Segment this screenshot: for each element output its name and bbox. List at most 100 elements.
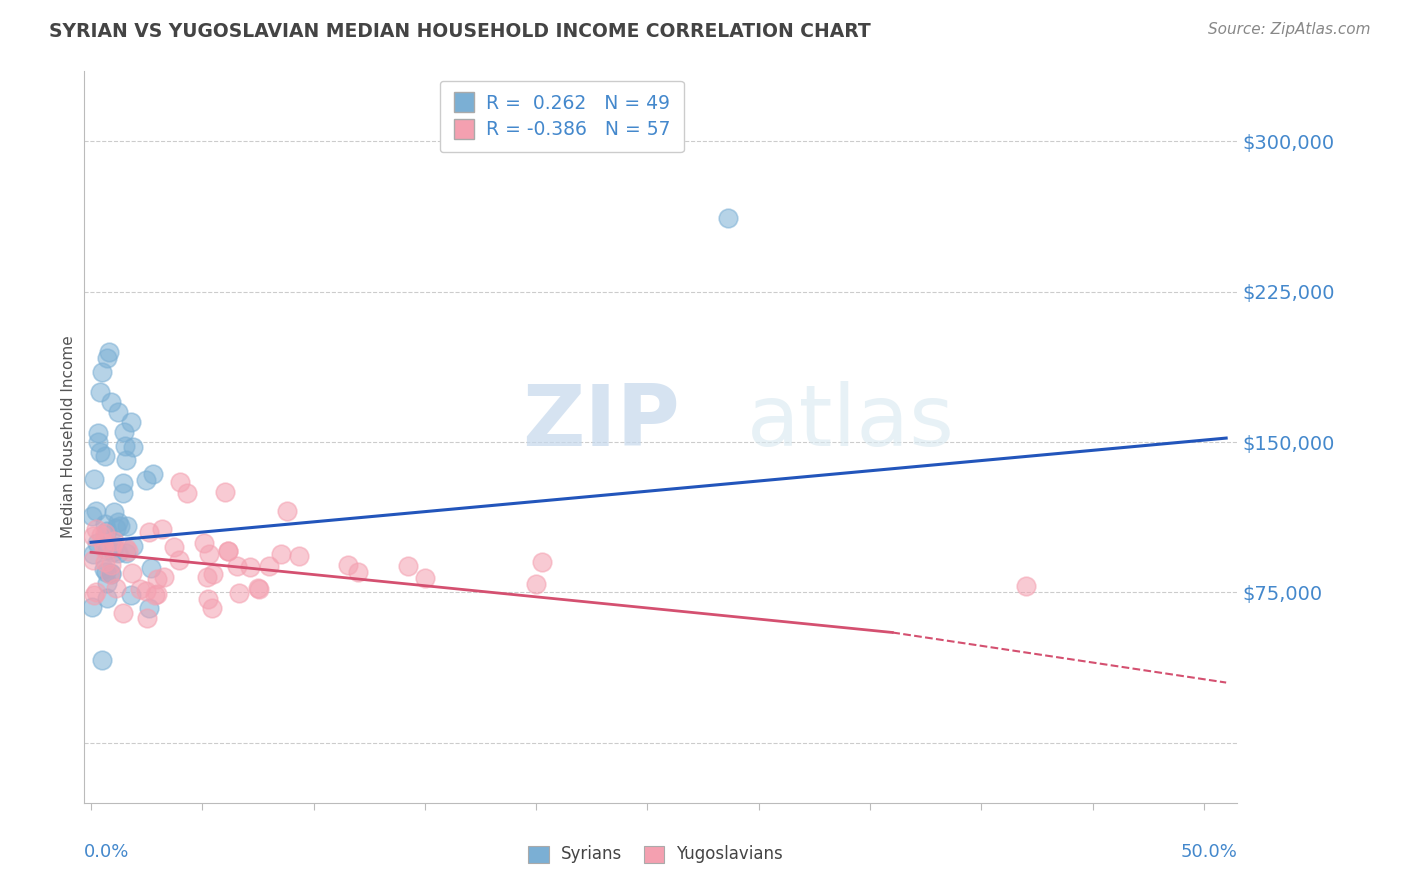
Point [100, 395, 122, 409]
Point [197, 592, 219, 607]
Point [1015, 579, 1038, 593]
Point [135, 473, 157, 487]
Point [111, 606, 134, 620]
Point [247, 581, 270, 595]
Point [91, 536, 114, 550]
Point [120, 415, 142, 429]
Text: ZIP: ZIP [523, 381, 681, 464]
Point [103, 504, 125, 518]
Text: 0.0%: 0.0% [84, 843, 129, 861]
Point [96, 543, 118, 558]
Point [217, 543, 239, 558]
Bar [644, 846, 664, 863]
Point [413, 571, 436, 585]
Point [94, 526, 117, 541]
Point [115, 519, 138, 533]
Point [142, 467, 165, 482]
Point [217, 544, 239, 558]
Point [247, 582, 270, 596]
Point [135, 610, 157, 624]
Point [228, 586, 250, 600]
Point [139, 561, 162, 575]
Point [96, 576, 118, 591]
Point [93, 562, 115, 576]
Point [96, 351, 118, 365]
Point [103, 545, 125, 559]
Point [96, 524, 118, 538]
Point [146, 587, 169, 601]
Text: SYRIAN VS YUGOSLAVIAN MEDIAN HOUSEHOLD INCOME CORRELATION CHART: SYRIAN VS YUGOSLAVIAN MEDIAN HOUSEHOLD I… [49, 22, 870, 41]
Point [86, 435, 108, 450]
Point [100, 566, 122, 581]
Point [84, 504, 107, 518]
Point [226, 559, 249, 574]
Point [347, 566, 370, 580]
Point [90, 528, 112, 542]
Point [239, 560, 262, 574]
Point [122, 441, 145, 455]
Point [135, 584, 157, 599]
Point [524, 577, 547, 591]
Point [94, 565, 117, 579]
Point [117, 544, 139, 558]
Point [96, 591, 118, 606]
Text: Yugoslavians: Yugoslavians [676, 845, 783, 863]
Point [257, 559, 280, 574]
Point [276, 504, 298, 518]
Point [86, 426, 108, 441]
Point [111, 486, 134, 500]
Point [83, 472, 105, 486]
Point [201, 601, 224, 615]
Point [169, 475, 191, 490]
Point [84, 522, 107, 536]
Point [138, 601, 160, 615]
Point [195, 569, 218, 583]
Point [82, 547, 104, 561]
Point [86, 536, 108, 550]
Point [103, 540, 125, 554]
Point [337, 558, 360, 572]
Point [121, 566, 143, 580]
Point [107, 405, 129, 419]
Point [120, 588, 142, 602]
Point [114, 452, 136, 467]
Point [107, 516, 129, 530]
Point [129, 582, 152, 597]
Text: Syrians: Syrians [561, 845, 621, 863]
Text: atlas: atlas [748, 381, 955, 464]
Point [143, 588, 166, 602]
Point [110, 519, 132, 533]
Point [97, 345, 120, 359]
Point [107, 546, 129, 560]
Point [94, 449, 117, 463]
Point [82, 509, 104, 524]
Point [138, 525, 160, 540]
Point [112, 425, 135, 439]
Point [176, 485, 198, 500]
Point [530, 555, 553, 569]
Point [114, 439, 136, 453]
Point [91, 653, 114, 667]
Point [115, 541, 138, 555]
Point [201, 566, 224, 581]
Point [716, 211, 738, 225]
Point [270, 548, 292, 562]
Point [100, 558, 122, 573]
Point [288, 549, 311, 563]
Point [82, 553, 104, 567]
Legend: R =  0.262   N = 49, R = -0.386   N = 57: R = 0.262 N = 49, R = -0.386 N = 57 [440, 81, 685, 153]
Point [396, 558, 419, 573]
Point [104, 581, 127, 595]
Point [197, 547, 219, 561]
Point [93, 517, 115, 532]
Point [98, 566, 121, 581]
Point [89, 445, 111, 459]
Point [89, 384, 111, 399]
Point [150, 522, 173, 536]
Point [162, 540, 184, 554]
Bar [529, 846, 548, 863]
Point [167, 553, 190, 567]
Point [122, 539, 145, 553]
Point [84, 584, 107, 599]
Point [214, 485, 236, 500]
